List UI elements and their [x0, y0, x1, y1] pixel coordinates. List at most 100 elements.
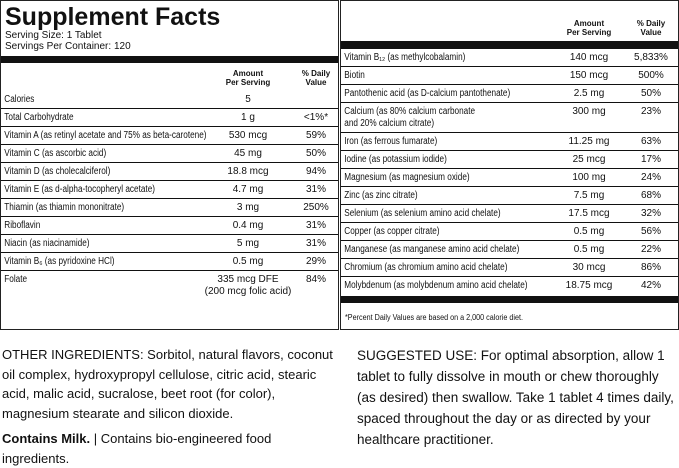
daily-value: 56%	[640, 226, 661, 237]
amount: 30 mcg	[572, 262, 606, 273]
nutrient-name: Vitamin E (as d-alpha-tocopheryl acetate…	[4, 184, 156, 195]
table-header: Amount Per Serving % Daily Value	[341, 1, 678, 42]
table-row: Vitamin C (as ascorbic acid) 45 mg 50%	[1, 145, 338, 163]
daily-value: 31%	[305, 238, 326, 249]
divider	[1, 56, 338, 63]
daily-value: 31%	[305, 220, 326, 231]
daily-value: 59%	[305, 130, 326, 141]
amount: 5	[245, 94, 251, 105]
column-header: Amount Per Serving	[225, 69, 271, 87]
title: Supplement Facts	[5, 3, 221, 31]
daily-value: 42%	[640, 280, 661, 291]
amount: 7.5 mg	[573, 190, 605, 201]
left-table: Amount Per Serving % Daily Value Calories 5…	[1, 63, 338, 297]
table-row: Manganese (as manganese amino acid chela…	[341, 241, 678, 259]
daily-value: 32%	[640, 208, 661, 219]
other-ingredients: OTHER INGREDIENTS: Sorbitol, natural fla…	[2, 347, 333, 421]
daily-value: 500%	[638, 70, 664, 81]
table-row: Calcium (as 80% calcium carbonate and 20…	[341, 103, 678, 133]
daily-value: 68%	[640, 190, 661, 201]
table-row: Pantothenic acid (as D-calcium pantothen…	[341, 85, 678, 103]
divider	[341, 42, 678, 49]
column-header: % Daily Value	[636, 19, 666, 37]
daily-value: 23%	[640, 106, 661, 117]
table-row: Copper (as copper citrate) 0.5 mg 56%	[341, 223, 678, 241]
amount: 100 mg	[572, 172, 606, 183]
servings: Servings Per Container: 120	[5, 41, 131, 52]
nutrient-name: Vitamin B₁₂ (as methylcobalamin)	[344, 52, 466, 63]
table-row: Vitamin B₆ (as pyridoxine HCl) 0.5 mg 29%	[1, 253, 338, 271]
suggested-use: SUGGESTED USE: For optimal absorption, a…	[357, 348, 674, 447]
amount: 0.4 mg	[232, 220, 264, 231]
table-row: Vitamin A (as retinyl acetate and 75% as…	[1, 127, 338, 145]
table-row: Chromium (as chromium amino acid chelate…	[341, 259, 678, 277]
amount: 2.5 mg	[573, 88, 605, 99]
amount: 45 mg	[234, 148, 262, 159]
amount: 4.7 mg	[232, 184, 264, 195]
divider	[341, 296, 678, 303]
daily-value: 50%	[305, 148, 326, 159]
amount: 150 mcg	[569, 70, 609, 81]
table-row: Riboflavin 0.4 mg 31%	[1, 217, 338, 235]
table-row: Niacin (as niacinamide) 5 mg 31%	[1, 235, 338, 253]
daily-value: 50%	[640, 88, 661, 99]
nutrient-name: Magnesium (as magnesium oxide)	[344, 172, 470, 183]
table-row: Molybdenum (as molybdenum amino acid che…	[341, 277, 678, 294]
amount: 17.5 mcg	[568, 208, 610, 219]
table-row: Vitamin E (as d-alpha-tocopheryl acetate…	[1, 181, 338, 199]
daily-value: 86%	[640, 262, 661, 273]
amount: 18.75 mcg	[565, 280, 613, 291]
nutrient-name: Calories	[4, 94, 35, 105]
nutrient-name: Selenium (as selenium amino acid chelate…	[344, 208, 501, 219]
table-header: Amount Per Serving % Daily Value	[1, 63, 338, 91]
nutrient-name: Total Carbohydrate	[4, 112, 74, 123]
daily-value: 22%	[640, 244, 661, 255]
table-row: Vitamin D (as cholecalciferol) 18.8 mcg 94…	[1, 163, 338, 181]
table-row: Vitamin B₁₂ (as methylcobalamin) 140 mcg 5…	[341, 49, 678, 67]
table-row: Magnesium (as magnesium oxide) 100 mg 24%	[341, 169, 678, 187]
nutrient-name: Vitamin A (as retinyl acetate and 75% as…	[4, 130, 207, 141]
nutrient-name: Molybdenum (as molybdenum amino acid che…	[344, 280, 528, 291]
daily-value: 250%	[303, 202, 329, 213]
table-row: Iron (as ferrous fumarate) 11.25 mg 63%	[341, 133, 678, 151]
amount: 0.5 mg	[573, 244, 605, 255]
daily-value: 29%	[305, 256, 326, 267]
table-row: Biotin 150 mcg 500%	[341, 67, 678, 85]
amount: 335 mcg DFE (200 mcg folic acid)	[204, 274, 292, 297]
nutrient-name: Copper (as copper citrate)	[344, 226, 440, 237]
nutrient-name: Iodine (as potassium iodide)	[344, 154, 447, 165]
nutrient-name: Iron (as ferrous fumarate)	[344, 136, 438, 147]
amount: 1 g	[241, 112, 255, 123]
nutrient-name: Vitamin B₆ (as pyridoxine HCl)	[4, 256, 115, 267]
nutrient-name: Chromium (as chromium amino acid chelate…	[344, 262, 508, 273]
contains: Contains Milk. | Contains bio-engineered…	[2, 429, 337, 468]
nutrient-name: Zinc (as zinc citrate)	[344, 190, 418, 201]
amount: 3 mg	[236, 202, 260, 213]
left-panel: Supplement Facts Serving Size: 1 Tablet …	[0, 0, 339, 330]
serving-size: Serving Size: 1 Tablet	[5, 30, 102, 41]
right-table: Amount Per Serving % Daily Value Vitamin B…	[341, 1, 678, 294]
nutrient-name: Calcium (as 80% calcium carbonate and 20…	[344, 106, 476, 129]
nutrient-name: Thiamin (as thiamin mononitrate)	[4, 202, 125, 213]
daily-value: 84%	[305, 274, 326, 285]
column-header: % Daily Value	[301, 69, 331, 87]
nutrient-name: Vitamin C (as ascorbic acid)	[4, 148, 107, 159]
amount: 140 mcg	[569, 52, 609, 63]
amount: 530 mcg	[228, 130, 268, 141]
table-row: Zinc (as zinc citrate) 7.5 mg 68%	[341, 187, 678, 205]
daily-value: 17%	[640, 154, 661, 165]
nutrient-name: Vitamin D (as cholecalciferol)	[4, 166, 111, 177]
table-row: Folate 335 mcg DFE (200 mcg folic acid) 84…	[1, 271, 338, 297]
table-row: Total Carbohydrate 1 g <1%*	[1, 109, 338, 127]
daily-value: 24%	[640, 172, 661, 183]
amount: 11.25 mg	[568, 136, 610, 147]
amount: 300 mg	[572, 106, 606, 117]
amount: 0.5 mg	[232, 256, 264, 267]
nutrient-name: Folate	[4, 274, 28, 285]
ingredients-block: OTHER INGREDIENTS: Sorbitol, natural fla…	[2, 345, 337, 468]
contains-milk: Contains Milk.	[2, 431, 91, 446]
table-row: Thiamin (as thiamin mononitrate) 3 mg 250%	[1, 199, 338, 217]
daily-value: 63%	[640, 136, 661, 147]
nutrient-name: Manganese (as manganese amino acid chela…	[344, 244, 520, 255]
